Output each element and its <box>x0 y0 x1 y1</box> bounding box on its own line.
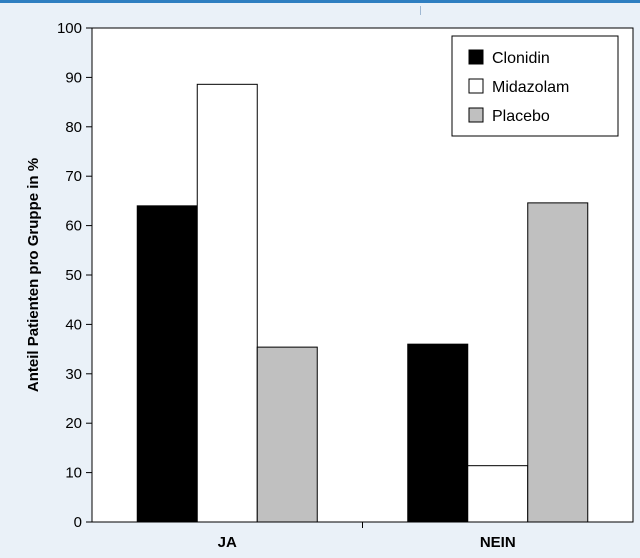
legend-swatch-placebo <box>468 107 484 123</box>
bar-placebo-nein <box>527 202 589 523</box>
y-tick-label: 100 <box>57 20 82 37</box>
legend-label-placebo: Placebo <box>492 108 550 125</box>
legend-swatch-clonidin <box>468 49 484 65</box>
bar-clonidin-ja <box>136 205 198 523</box>
legend-swatch-midazolam <box>468 78 484 94</box>
legend-label-clonidin: Clonidin <box>492 50 550 67</box>
legend: Clonidin Midazolam Placebo <box>451 35 619 137</box>
top-divider <box>420 6 421 15</box>
y-tick-label: 30 <box>65 366 82 383</box>
y-tick-label: 60 <box>65 218 82 235</box>
bars <box>136 83 589 523</box>
y-tick-label: 80 <box>65 119 82 136</box>
bar-placebo-ja <box>256 346 318 523</box>
bar-midazolam-ja <box>196 83 258 523</box>
y-tick-label: 20 <box>65 415 82 432</box>
bar-clonidin-nein <box>407 343 469 523</box>
x-axis: JA NEIN <box>218 522 516 551</box>
y-tick-label: 0 <box>74 514 82 531</box>
legend-label-midazolam: Midazolam <box>492 79 569 96</box>
x-category-label: JA <box>218 534 237 551</box>
y-tick-label: 50 <box>65 267 82 284</box>
y-axis-title: Anteil Patienten pro Gruppe in % <box>25 158 42 392</box>
x-category-label: NEIN <box>480 534 516 551</box>
y-tick-label: 40 <box>65 316 82 333</box>
y-tick-label: 10 <box>65 465 82 482</box>
bar-midazolam-nein <box>467 465 529 523</box>
y-tick-label: 90 <box>65 69 82 86</box>
y-axis: 0 10 20 30 40 50 60 70 80 90 100 <box>57 20 92 531</box>
y-tick-label: 70 <box>65 168 82 185</box>
